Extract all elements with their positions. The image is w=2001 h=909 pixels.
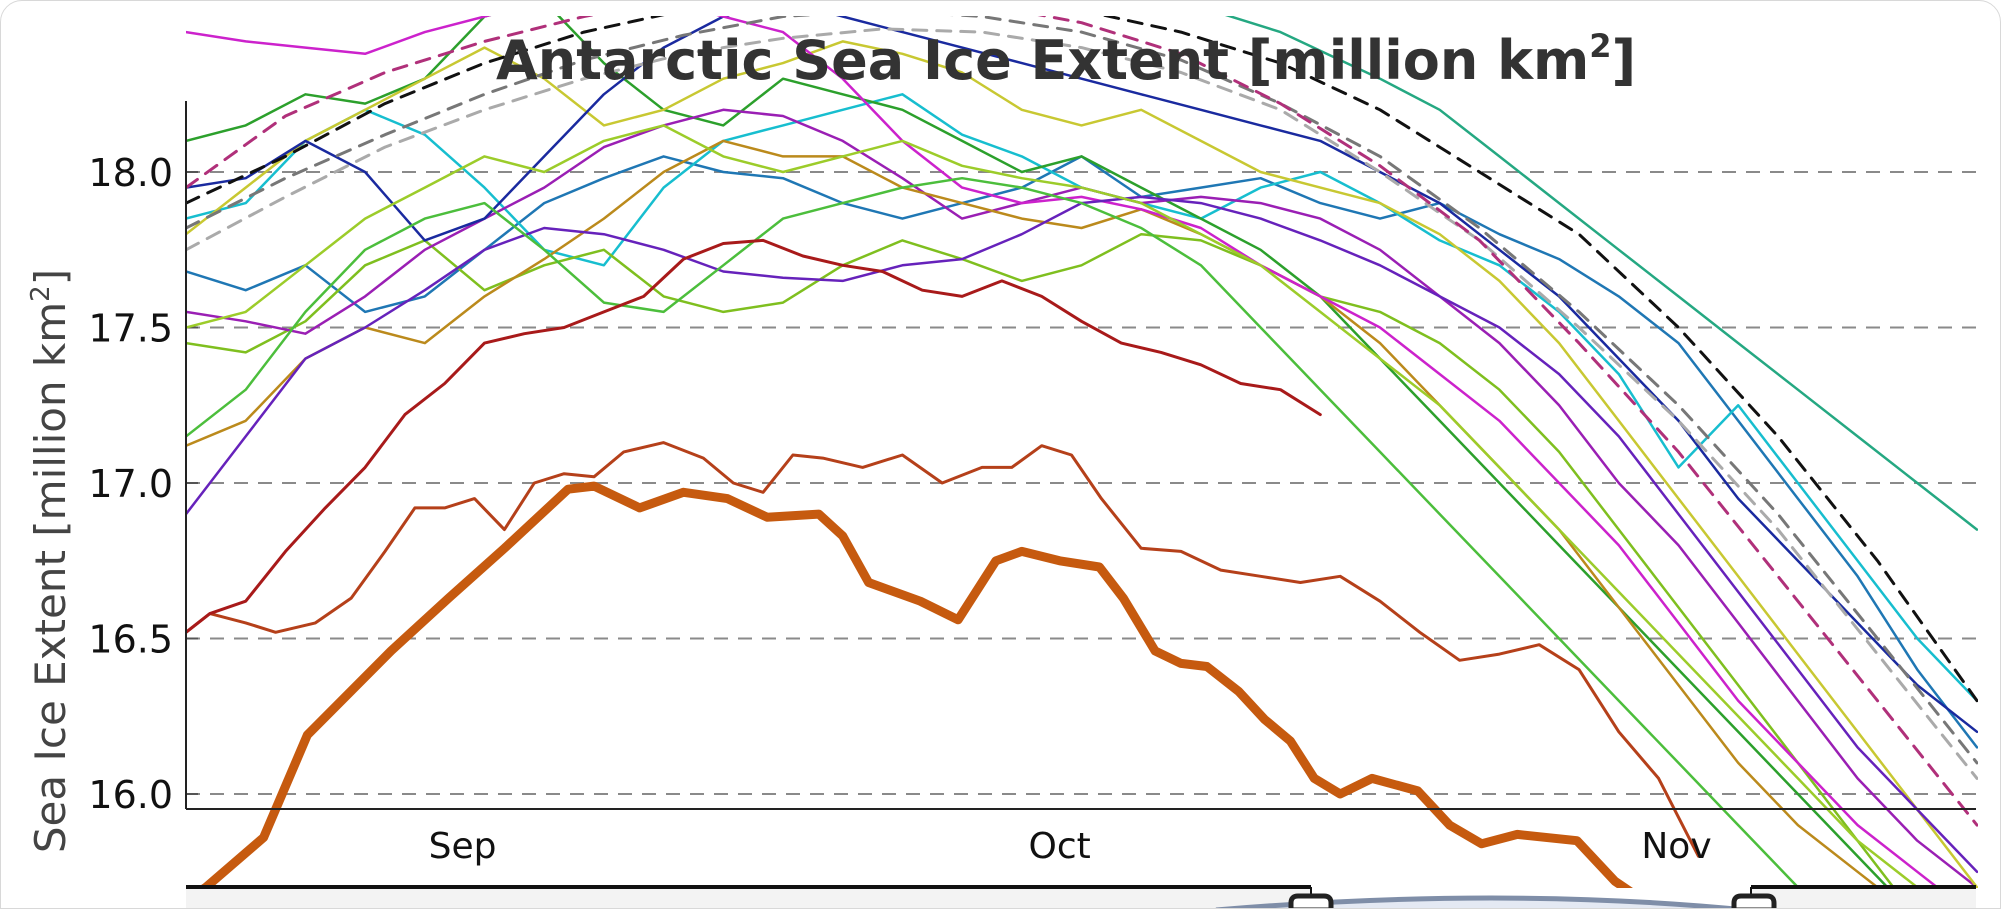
y-tick-label: 17.5 (88, 307, 173, 351)
series-line-year-h (186, 16, 1978, 734)
series-line-year-j (186, 195, 1978, 874)
series-line-year-a (186, 155, 1978, 749)
series-line-dark-red-year (186, 238, 1322, 634)
series-line-year-c (186, 16, 1890, 888)
series-line-year-f (186, 40, 1978, 888)
series-line-prev-year (186, 441, 1700, 858)
series-line-year-g (186, 139, 1881, 888)
series-line-avg-dashed-black (186, 16, 1978, 703)
chart-title: Antarctic Sea Ice Extent [million km2] (496, 27, 1636, 92)
y-tick-labels: 16.0 16.5 17.0 17.5 18.0 (88, 151, 173, 817)
navigator-right-mask (1751, 887, 1976, 908)
series-line-avg-dashed-gray (186, 16, 1978, 765)
x-tick-labels: Sep Oct Nov (429, 826, 1712, 867)
series-group (186, 16, 1978, 888)
x-tick-label-oct: Oct (1028, 826, 1090, 867)
grid-lines (186, 171, 1976, 795)
y-tick-label: 16.5 (88, 618, 173, 662)
series-line-year-i (186, 16, 1941, 888)
navigator-left-mask (186, 887, 1311, 908)
navigator-left-handle[interactable] (1288, 893, 1334, 909)
series-line-avg-dashed-lightgray (186, 27, 1978, 780)
series-line-year-m (186, 124, 1921, 888)
navigator-right-handle[interactable] (1731, 893, 1777, 909)
series-line-year-e (186, 108, 1978, 888)
y-tick-label: 17.0 (88, 462, 173, 506)
series-line-current-year (196, 481, 1633, 888)
y-axis-label: Sea Ice Extent [million km2] (26, 269, 75, 853)
y-tick-label: 18.0 (88, 151, 173, 195)
y-tick-label: 16.0 (88, 773, 173, 817)
x-tick-label-nov: Nov (1641, 826, 1711, 867)
range-navigator[interactable] (186, 885, 1976, 909)
series-line-year-k (1224, 16, 1978, 531)
series-line-year-b (186, 93, 1978, 702)
series-line-year-l (186, 176, 1801, 888)
series-line-avg-dashed-magenta (186, 16, 1978, 827)
series-line-year-d (186, 232, 1896, 888)
x-tick-label-sep: Sep (429, 826, 497, 867)
